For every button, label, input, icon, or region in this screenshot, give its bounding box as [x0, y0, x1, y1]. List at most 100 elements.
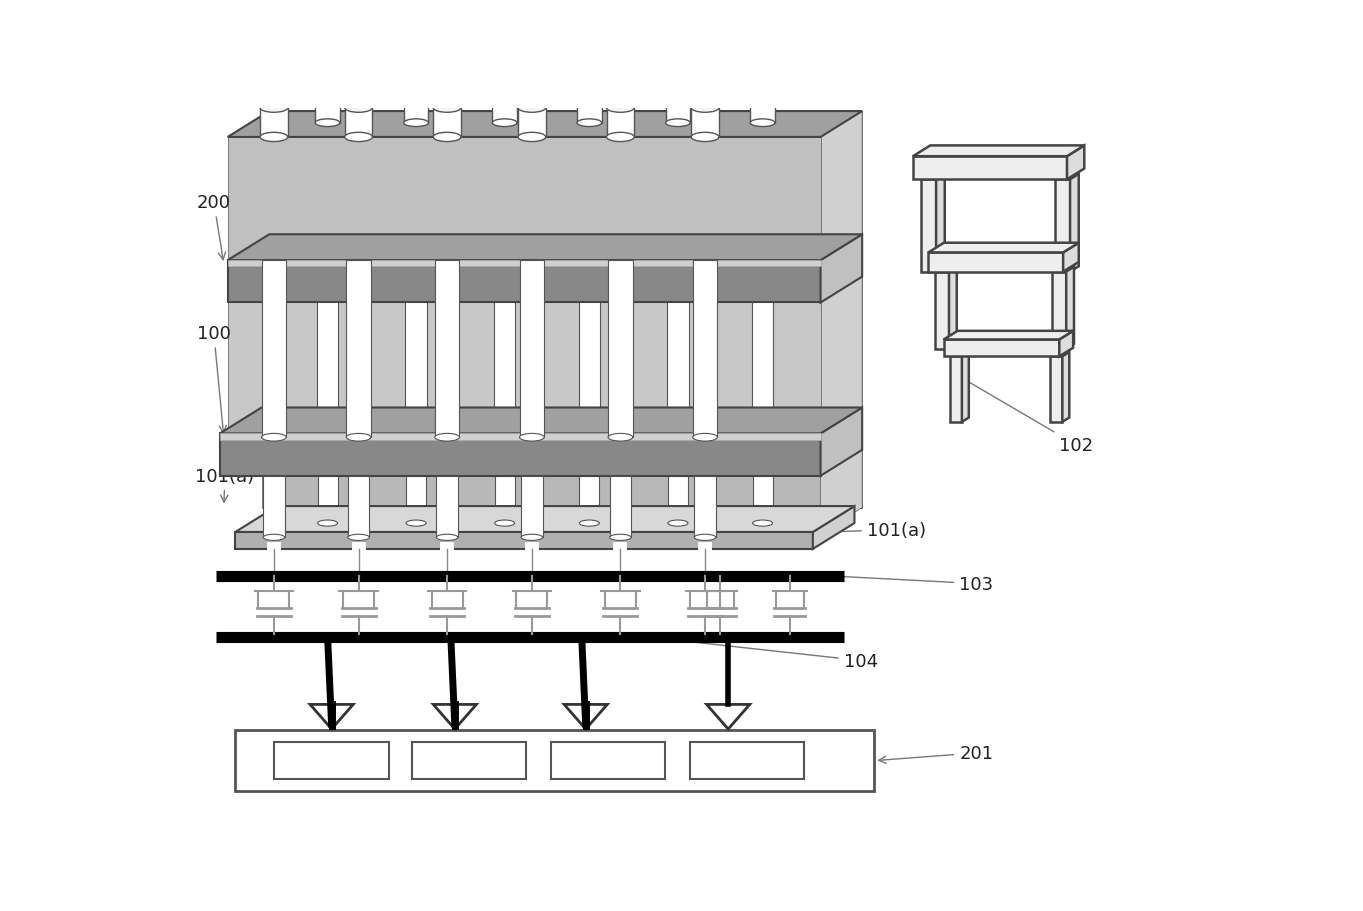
Polygon shape: [607, 108, 634, 138]
Text: 200: 200: [196, 194, 230, 261]
Polygon shape: [228, 261, 821, 303]
Polygon shape: [348, 476, 369, 537]
Ellipse shape: [577, 119, 601, 128]
Ellipse shape: [667, 421, 688, 426]
Polygon shape: [433, 108, 461, 138]
Ellipse shape: [750, 94, 776, 101]
Polygon shape: [578, 247, 600, 424]
Polygon shape: [403, 97, 428, 124]
Polygon shape: [750, 97, 776, 124]
Polygon shape: [962, 353, 969, 423]
Polygon shape: [518, 108, 545, 138]
Polygon shape: [1059, 332, 1073, 357]
Ellipse shape: [668, 520, 688, 527]
Ellipse shape: [609, 535, 631, 541]
Polygon shape: [928, 243, 1078, 253]
Polygon shape: [564, 704, 608, 730]
Ellipse shape: [691, 133, 718, 142]
Text: 201: 201: [879, 744, 994, 763]
Ellipse shape: [436, 535, 458, 541]
Ellipse shape: [316, 421, 338, 426]
Polygon shape: [936, 175, 945, 272]
Polygon shape: [436, 476, 458, 537]
Polygon shape: [694, 476, 716, 537]
Polygon shape: [236, 532, 812, 549]
Polygon shape: [318, 462, 338, 524]
Text: 101(a): 101(a): [717, 521, 925, 539]
Polygon shape: [821, 450, 863, 534]
Polygon shape: [668, 462, 688, 524]
Polygon shape: [913, 147, 1085, 157]
Polygon shape: [263, 476, 285, 537]
Polygon shape: [315, 97, 339, 124]
Ellipse shape: [406, 520, 427, 527]
Polygon shape: [492, 97, 517, 124]
Ellipse shape: [579, 520, 600, 527]
Polygon shape: [219, 408, 863, 434]
Ellipse shape: [348, 535, 369, 541]
Ellipse shape: [346, 434, 371, 442]
Polygon shape: [495, 462, 515, 524]
Polygon shape: [609, 476, 631, 537]
Polygon shape: [1063, 243, 1078, 272]
Polygon shape: [812, 507, 855, 549]
Text: 101(a): 101(a): [195, 467, 255, 503]
Polygon shape: [943, 340, 1059, 357]
Polygon shape: [228, 235, 863, 261]
Ellipse shape: [607, 133, 634, 142]
Ellipse shape: [403, 119, 428, 128]
Ellipse shape: [665, 119, 690, 128]
Polygon shape: [691, 108, 718, 138]
Polygon shape: [577, 97, 601, 124]
Ellipse shape: [345, 133, 372, 142]
Ellipse shape: [750, 119, 776, 128]
Polygon shape: [1055, 180, 1070, 272]
Polygon shape: [406, 462, 427, 524]
Polygon shape: [521, 476, 542, 537]
Ellipse shape: [691, 104, 718, 113]
Ellipse shape: [435, 434, 459, 442]
Ellipse shape: [692, 434, 717, 442]
Ellipse shape: [578, 421, 600, 426]
Polygon shape: [219, 434, 821, 440]
Ellipse shape: [518, 133, 545, 142]
Polygon shape: [270, 112, 863, 235]
Ellipse shape: [433, 133, 461, 142]
Polygon shape: [274, 742, 390, 779]
Polygon shape: [692, 261, 717, 438]
Ellipse shape: [315, 94, 339, 101]
Polygon shape: [433, 704, 477, 730]
Ellipse shape: [260, 104, 288, 113]
Polygon shape: [913, 157, 1067, 180]
Ellipse shape: [405, 421, 427, 426]
Polygon shape: [821, 277, 863, 434]
Ellipse shape: [315, 119, 339, 128]
Ellipse shape: [345, 104, 372, 113]
Ellipse shape: [433, 104, 461, 113]
Polygon shape: [228, 138, 821, 261]
Polygon shape: [346, 261, 371, 438]
Polygon shape: [228, 303, 821, 434]
Text: 103: 103: [833, 573, 994, 593]
Ellipse shape: [665, 94, 690, 101]
Ellipse shape: [495, 520, 515, 527]
Ellipse shape: [492, 94, 517, 101]
Polygon shape: [228, 112, 863, 138]
Polygon shape: [405, 247, 427, 424]
Ellipse shape: [608, 434, 632, 442]
Ellipse shape: [752, 421, 773, 426]
Polygon shape: [579, 462, 600, 524]
Polygon shape: [667, 247, 688, 424]
Ellipse shape: [403, 94, 428, 101]
Polygon shape: [551, 742, 665, 779]
Polygon shape: [935, 272, 949, 349]
Polygon shape: [1066, 268, 1074, 349]
Ellipse shape: [577, 94, 601, 101]
Polygon shape: [1067, 147, 1085, 180]
Polygon shape: [316, 247, 338, 424]
Polygon shape: [950, 357, 962, 423]
Polygon shape: [493, 247, 515, 424]
Polygon shape: [928, 253, 1063, 272]
Ellipse shape: [263, 535, 285, 541]
Ellipse shape: [318, 520, 338, 527]
